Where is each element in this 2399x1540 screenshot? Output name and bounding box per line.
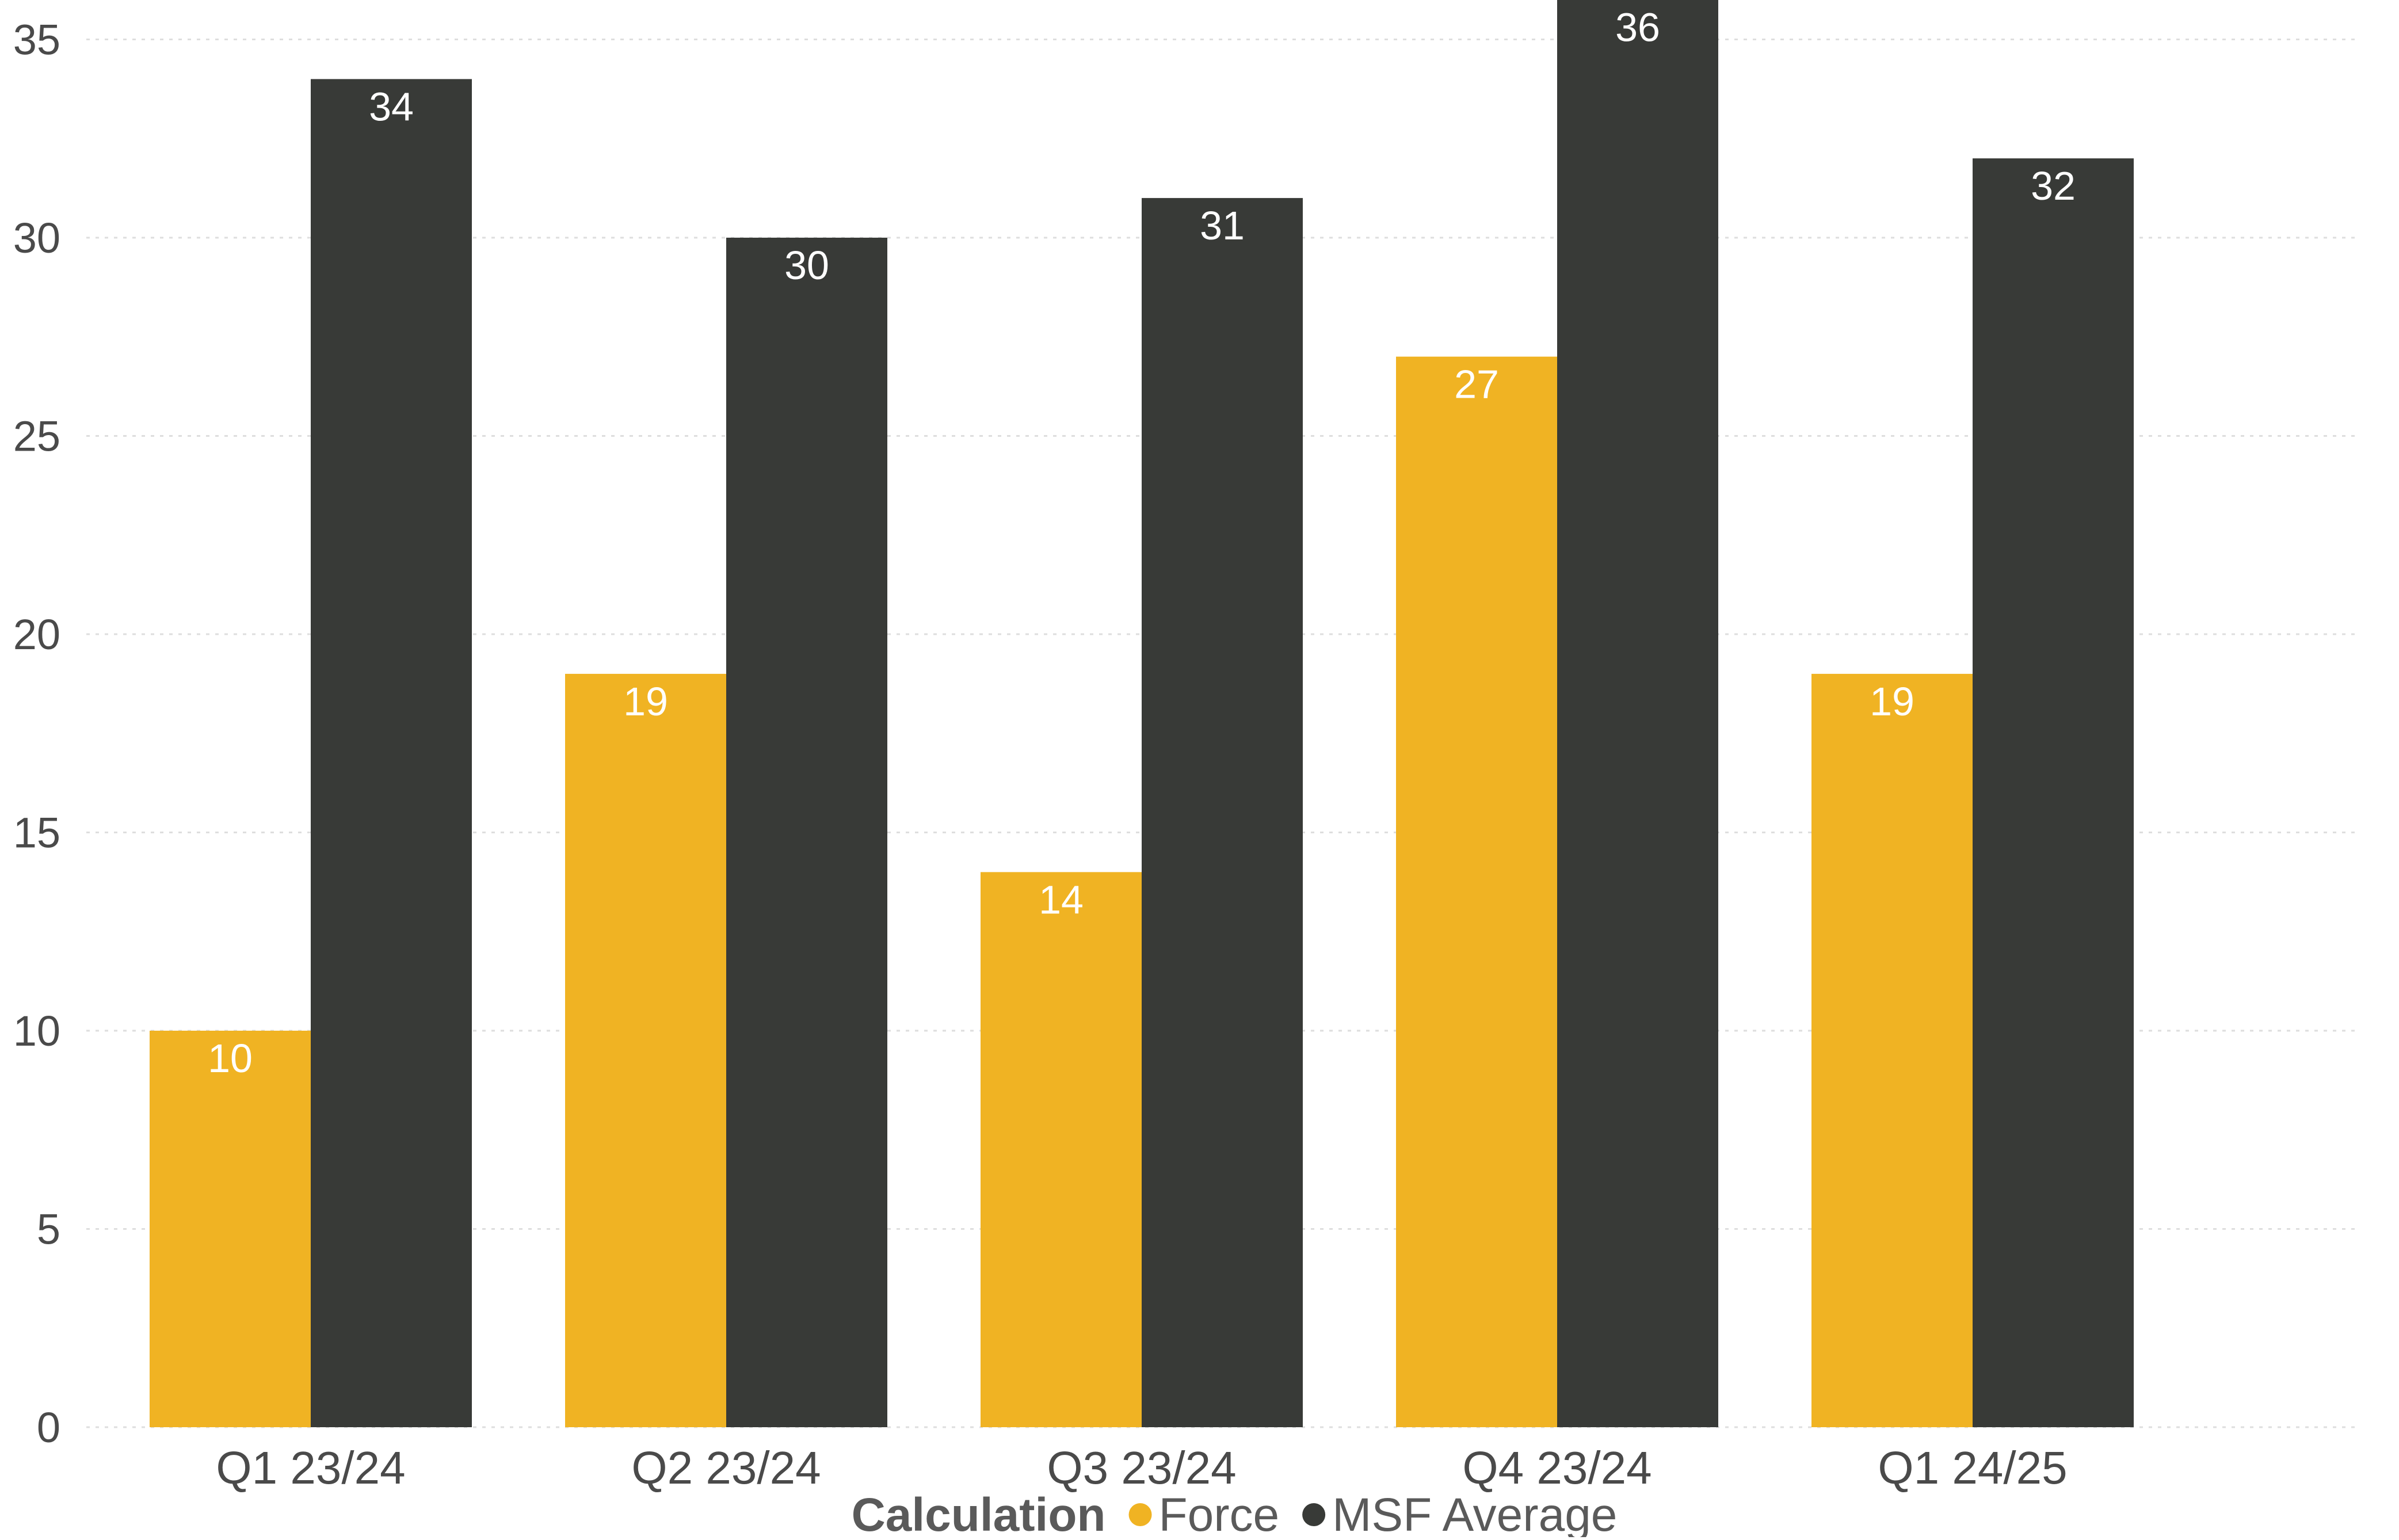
legend-marker-msf-average [1302,1503,1326,1526]
data-label-msf-average: 31 [1200,203,1245,248]
y-tick-label: 30 [13,214,60,262]
x-tick-label: Q2 23/24 [631,1442,821,1493]
data-label-force: 19 [623,679,668,724]
y-tick-label: 15 [13,809,60,857]
data-label-msf-average: 30 [784,243,829,288]
data-label-force: 14 [1039,877,1084,922]
bar-force [1396,356,1557,1428]
x-tick-label: Q1 24/25 [1878,1442,2067,1493]
y-tick-label: 25 [13,413,60,460]
bar-msf-average [1973,158,2134,1428]
bar-msf-average [1142,198,1303,1427]
legend-title: Calculation [852,1489,1106,1537]
data-label-force: 19 [1870,679,1914,724]
legend: Calculation Force MSF Average [852,1489,1618,1540]
legend-label-msf-average: MSF Average [1332,1489,1617,1537]
bar-msf-average [311,79,472,1428]
x-tick-label: Q1 23/24 [216,1442,405,1493]
x-axis-ticks: Q1 23/24 Q2 23/24 Q3 23/24 Q4 23/24 Q1 24/25 [216,1442,2067,1493]
bar-force [1811,673,1973,1427]
y-tick-label: 10 [13,1007,60,1055]
bar-msf-average [1557,0,1718,1427]
x-tick-label: Q3 23/24 [1047,1442,1236,1493]
bar-msf-average [726,238,887,1427]
y-axis-ticks: 0 5 10 15 20 25 30 35 [13,16,60,1452]
data-label-msf-average: 34 [369,84,414,129]
bar-force [981,872,1142,1427]
x-tick-label: Q4 23/24 [1462,1442,1652,1493]
data-label-msf-average: 32 [2031,163,2076,208]
y-tick-label: 5 [37,1206,60,1253]
data-label-msf-average: 36 [1615,5,1660,50]
bar-force [565,673,726,1427]
legend-label-force: Force [1159,1489,1280,1537]
data-labels: 10 34 19 30 14 31 27 36 19 32 [208,5,2076,1081]
legend-marker-force [1128,1503,1152,1526]
bars [150,0,2134,1428]
bar-force [150,1031,311,1427]
y-tick-label: 35 [13,16,60,64]
data-label-force: 27 [1454,362,1499,407]
data-label-force: 10 [208,1036,253,1081]
y-tick-label: 20 [13,611,60,658]
y-tick-label: 0 [37,1404,60,1451]
